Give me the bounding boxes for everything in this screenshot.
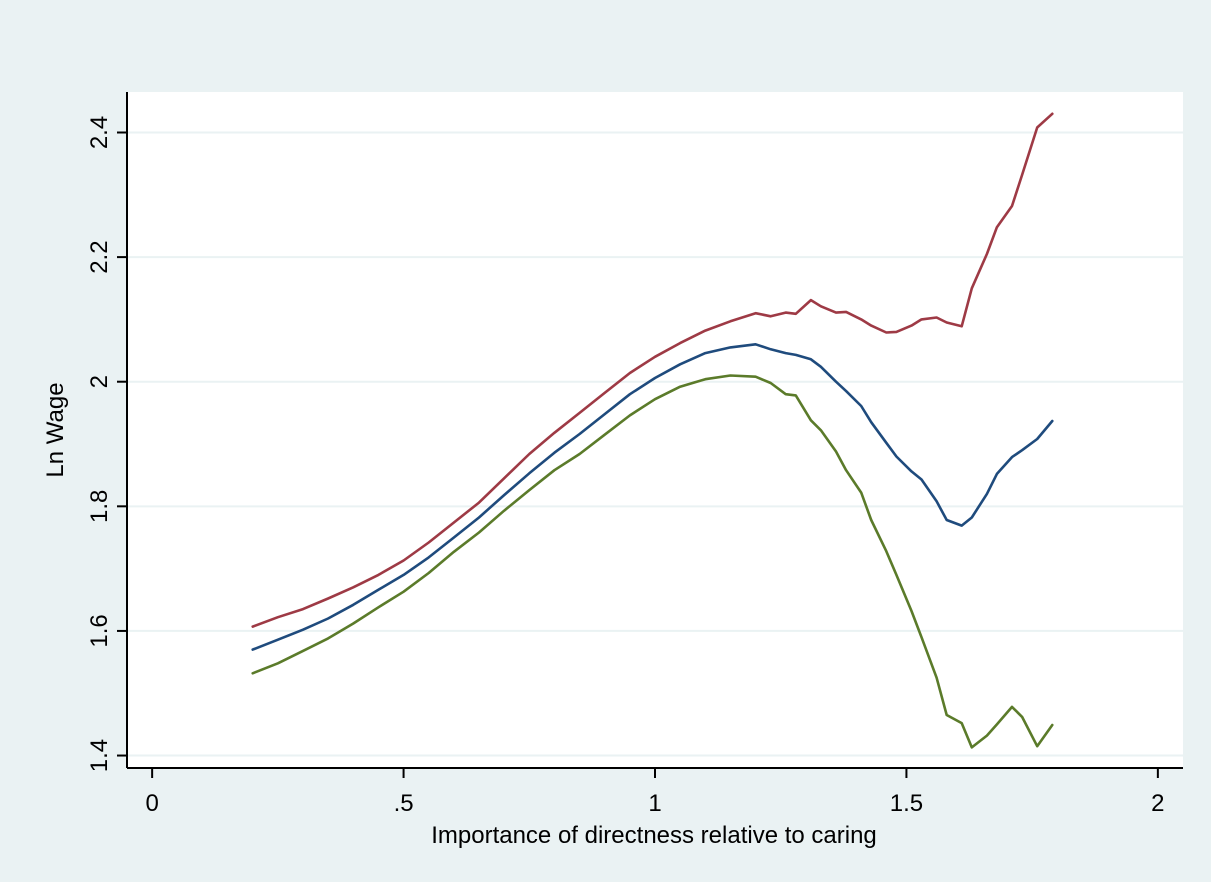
- x-tick-label: .5: [394, 790, 414, 817]
- y-tick-label: 2.2: [86, 240, 113, 273]
- x-tick-label: 1: [648, 790, 661, 817]
- x-axis-ticks: 0 .5 1 1.5 2: [145, 768, 1165, 817]
- y-axis-ticks: 1.4 1.6 1.8 2 2.2 2.4: [86, 116, 127, 772]
- y-axis-title: Ln Wage: [42, 382, 69, 477]
- x-tick-label: 1.5: [890, 790, 923, 817]
- plot-area: [127, 92, 1183, 768]
- y-tick-label: 1.8: [86, 490, 113, 523]
- x-tick-label: 2: [1151, 790, 1164, 817]
- y-tick-label: 2: [86, 375, 113, 388]
- y-tick-label: 1.6: [86, 614, 113, 647]
- series-line-lower: [251, 374, 1054, 749]
- series-line-upper: [251, 112, 1054, 628]
- y-tick-label: 1.4: [86, 739, 113, 772]
- x-axis-title: Importance of directness relative to car…: [431, 822, 877, 849]
- x-tick-label: 0: [145, 790, 158, 817]
- series-line-middle: [251, 342, 1054, 651]
- y-tick-label: 2.4: [86, 116, 113, 149]
- series-layer: [251, 112, 1054, 749]
